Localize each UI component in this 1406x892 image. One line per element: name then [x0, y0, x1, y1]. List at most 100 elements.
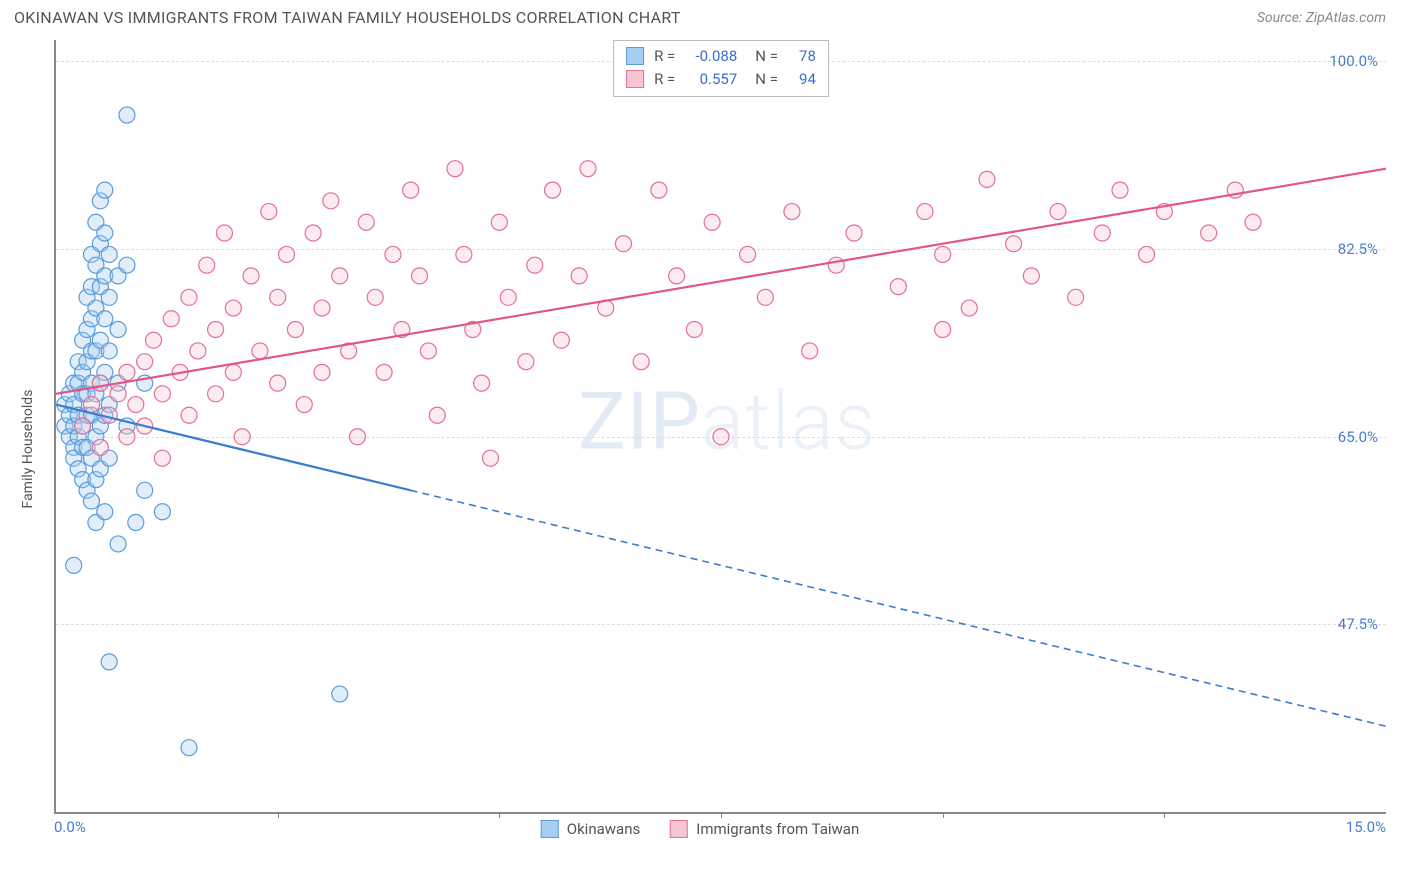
data-point	[137, 354, 153, 370]
data-point	[110, 322, 126, 338]
data-point	[252, 343, 268, 359]
data-point	[314, 364, 330, 380]
data-point	[802, 343, 818, 359]
swatch-icon	[541, 820, 559, 838]
data-point	[669, 268, 685, 284]
x-tick	[278, 812, 279, 818]
data-point	[917, 204, 933, 220]
data-point	[633, 354, 649, 370]
data-point	[154, 450, 170, 466]
data-point	[128, 397, 144, 413]
data-point	[349, 429, 365, 445]
data-point	[482, 450, 498, 466]
data-point	[935, 246, 951, 262]
legend-item: Immigrants from Taiwan	[670, 820, 859, 838]
data-point	[154, 504, 170, 520]
data-point	[979, 171, 995, 187]
data-point	[97, 182, 113, 198]
stats-box: R =-0.088N =78R =0.557N =94	[613, 40, 829, 97]
data-point	[784, 204, 800, 220]
x-axis-start-label: 0.0%	[54, 818, 86, 836]
data-point	[1112, 182, 1128, 198]
header: OKINAWAN VS IMMIGRANTS FROM TAIWAN FAMIL…	[0, 0, 1406, 33]
plot-area: ZIPatlas 100.0%82.5%65.0%47.5% R =-0.088…	[54, 40, 1386, 814]
data-point	[500, 289, 516, 305]
data-point	[846, 225, 862, 241]
bottom-legend: Okinawans Immigrants from Taiwan	[541, 820, 859, 838]
data-point	[83, 397, 99, 413]
data-point	[429, 407, 445, 423]
n-label: N =	[755, 45, 778, 68]
data-point	[101, 246, 117, 262]
trend-line-extrapolated	[411, 490, 1386, 726]
r-label: R =	[654, 68, 675, 91]
data-point	[181, 740, 197, 756]
source-label: Source: ZipAtlas.com	[1257, 10, 1386, 26]
data-point	[961, 300, 977, 316]
data-point	[456, 246, 472, 262]
data-point	[181, 407, 197, 423]
data-point	[1245, 214, 1261, 230]
data-point	[270, 289, 286, 305]
data-point	[92, 439, 108, 455]
data-point	[403, 182, 419, 198]
data-point	[420, 343, 436, 359]
legend-label: Immigrants from Taiwan	[696, 820, 859, 838]
chart-zone: Family Households ZIPatlas 100.0%82.5%65…	[14, 40, 1386, 842]
stats-row: R =0.557N =94	[626, 68, 816, 91]
data-point	[358, 214, 374, 230]
data-point	[1201, 225, 1217, 241]
swatch-icon	[670, 820, 688, 838]
data-point	[828, 257, 844, 273]
data-point	[385, 246, 401, 262]
data-point	[757, 289, 773, 305]
r-label: R =	[654, 45, 675, 68]
data-point	[332, 268, 348, 284]
data-point	[1139, 246, 1155, 262]
data-point	[92, 375, 108, 391]
data-point	[890, 279, 906, 295]
legend-label: Okinawans	[567, 820, 640, 838]
data-point	[101, 343, 117, 359]
data-point	[474, 375, 490, 391]
data-point	[119, 364, 135, 380]
data-point	[704, 214, 720, 230]
data-point	[367, 289, 383, 305]
data-point	[119, 257, 135, 273]
data-point	[305, 225, 321, 241]
data-point	[314, 300, 330, 316]
legend-item: Okinawans	[541, 820, 640, 838]
x-axis-end-label: 15.0%	[1346, 818, 1386, 836]
data-point	[83, 493, 99, 509]
data-point	[119, 107, 135, 123]
x-tick	[943, 812, 944, 818]
data-point	[261, 204, 277, 220]
data-point	[287, 322, 303, 338]
data-point	[580, 161, 596, 177]
data-point	[713, 429, 729, 445]
data-point	[101, 654, 117, 670]
data-point	[97, 504, 113, 520]
scatter-plot	[56, 40, 1386, 812]
data-point	[740, 246, 756, 262]
data-point	[491, 214, 507, 230]
trend-line	[56, 405, 411, 491]
data-point	[553, 332, 569, 348]
data-point	[296, 397, 312, 413]
data-point	[1050, 204, 1066, 220]
data-point	[154, 386, 170, 402]
data-point	[1094, 225, 1110, 241]
r-value: 0.557	[685, 68, 737, 91]
data-point	[323, 193, 339, 209]
data-point	[243, 268, 259, 284]
data-point	[163, 311, 179, 327]
data-point	[651, 182, 667, 198]
x-tick	[499, 812, 500, 818]
data-point	[146, 332, 162, 348]
data-point	[447, 161, 463, 177]
data-point	[137, 482, 153, 498]
data-point	[110, 386, 126, 402]
data-point	[234, 429, 250, 445]
n-value: 78	[788, 45, 816, 68]
data-point	[225, 364, 241, 380]
